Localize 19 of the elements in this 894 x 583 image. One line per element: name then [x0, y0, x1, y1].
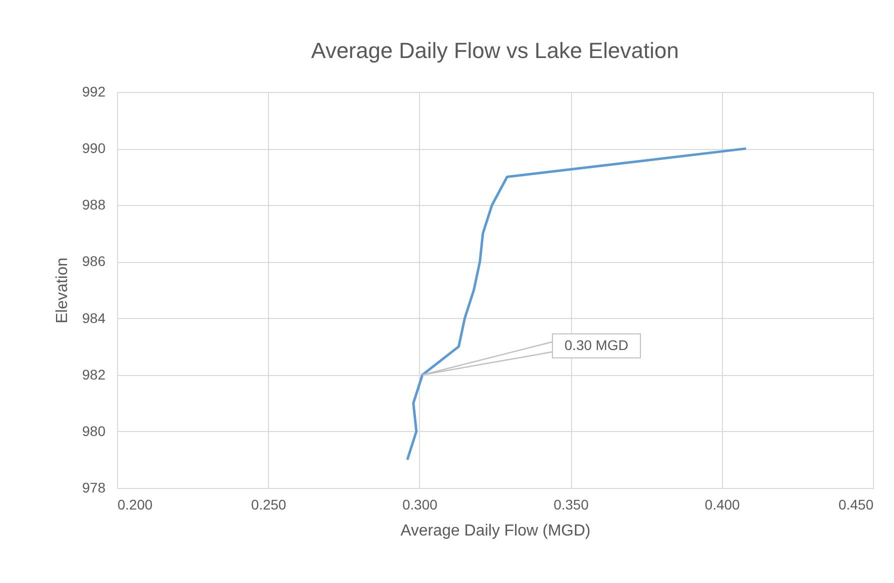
y-tick-label: 988 — [82, 196, 106, 213]
y-axis-title: Elevation — [54, 258, 72, 324]
x-tick-label: 0.400 — [704, 496, 740, 512]
y-tick-label: 982 — [82, 366, 106, 382]
annotation: 0.30 MGD — [564, 336, 628, 353]
x-tick-label: 0.300 — [402, 496, 438, 512]
x-axis-title: Average Daily Flow (MGD) — [400, 522, 590, 540]
x-tick-label: 0.250 — [251, 496, 286, 512]
y-tick-label: 986 — [82, 253, 106, 270]
x-tick-label: 0.200 — [118, 496, 153, 512]
y-tick-label: 990 — [82, 140, 106, 156]
line-series — [406, 147, 748, 461]
y-tick-label: 992 — [82, 84, 106, 100]
chart-title: Average Daily Flow vs Lake Elevation — [311, 38, 679, 63]
x-tick-label: 0.450 — [838, 496, 874, 512]
y-tick-label: 978 — [82, 480, 106, 496]
x-tick-label: 0.350 — [554, 496, 589, 512]
y-tick-label: 984 — [82, 310, 106, 326]
y-tick-label: 980 — [82, 422, 106, 439]
